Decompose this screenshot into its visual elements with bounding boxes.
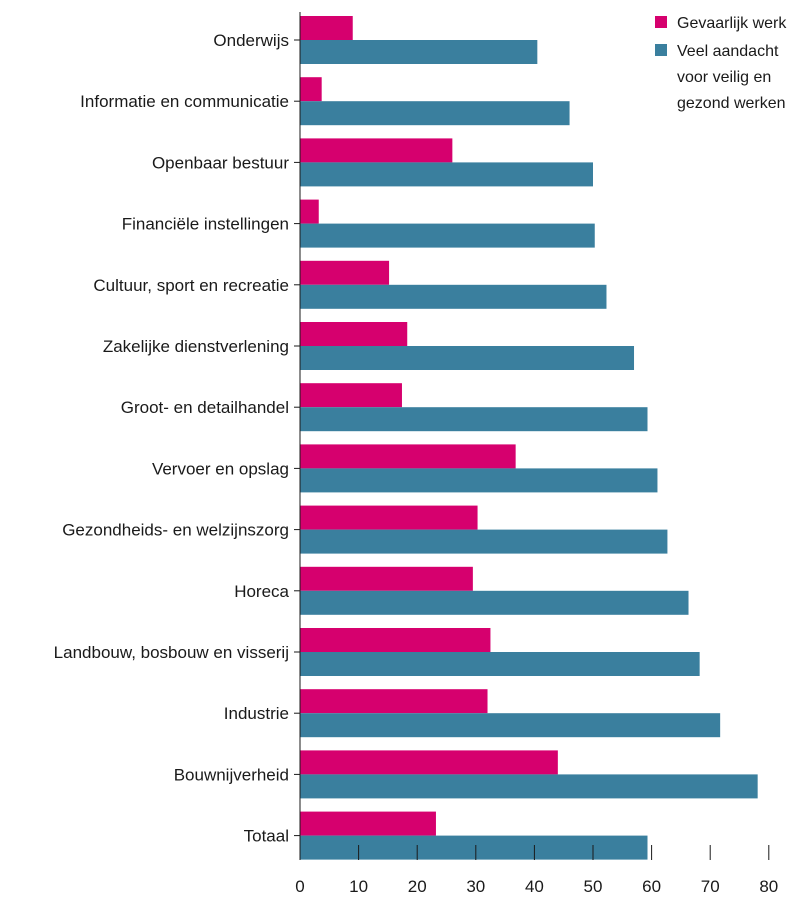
bar-aandacht-8 [300,529,668,554]
bar-gevaarlijk-9 [300,566,473,591]
x-tick-label-20: 20 [408,877,427,896]
category-labels: Onderwijs Informatie en communicatie Openb… [54,31,290,846]
category-label-6: Groot- en detailhandel [121,398,289,417]
category-label-10: Landbouw, bosbouw en visserij [54,643,289,662]
bar-gevaarlijk-4 [300,260,390,285]
bar-gevaarlijk-6 [300,383,402,408]
bar-aandacht-1 [300,101,570,126]
legend: Gevaarlijk werk Veel aandacht voor veilig … [655,15,787,112]
bar-aandacht-2 [300,162,593,187]
legend-swatch-0 [655,16,667,28]
bar-gevaarlijk-10 [300,628,491,652]
category-label-0: Onderwijs [213,31,289,50]
bar-gevaarlijk-3 [300,199,319,224]
bar-aandacht-0 [300,40,538,64]
x-tick-label-80: 80 [759,877,778,896]
bar-gevaarlijk-8 [300,505,478,530]
bar-aandacht-12 [300,774,758,799]
bar-gevaarlijk-5 [300,322,408,346]
x-tick-label-40: 40 [525,877,544,896]
x-tick-label-70: 70 [701,877,720,896]
axes-layer: 0 10 20 30 40 50 60 70 80 [294,12,778,896]
legend-swatch-1 [655,44,667,56]
bars-layer [300,16,758,860]
bar-gevaarlijk-7 [300,444,516,469]
legend-label-1-0: Veel aandacht [677,43,779,60]
bar-aandacht-3 [300,223,595,248]
bar-aandacht-9 [300,590,689,615]
category-label-12: Bouwnijverheid [174,765,289,784]
bar-gevaarlijk-12 [300,750,558,775]
category-label-4: Cultuur, sport en recreatie [93,276,289,295]
bar-gevaarlijk-11 [300,689,488,714]
bar-gevaarlijk-2 [300,138,453,163]
x-tick-label-30: 30 [466,877,485,896]
bar-aandacht-10 [300,652,700,676]
x-tick-label-0: 0 [295,877,304,896]
category-label-9: Horeca [234,582,289,601]
category-label-3: Financiële instellingen [122,215,289,234]
bar-gevaarlijk-0 [300,16,353,40]
bar-aandacht-6 [300,407,648,432]
bar-aandacht-5 [300,346,635,370]
category-label-7: Vervoer en opslag [152,459,289,478]
category-label-5: Zakelijke dienstverlening [103,337,289,356]
legend-label-1-1: voor veilig en [677,69,771,86]
x-tick-label-10: 10 [349,877,368,896]
legend-label-0-0: Gevaarlijk werk [677,15,787,32]
category-label-1: Informatie en communicatie [80,92,289,111]
bar-aandacht-13 [300,835,648,860]
bar-gevaarlijk-1 [300,77,322,102]
x-tick-label-50: 50 [584,877,603,896]
category-label-11: Industrie [224,704,289,723]
bar-gevaarlijk-13 [300,811,436,836]
x-tick-label-60: 60 [642,877,661,896]
category-label-8: Gezondheids- en welzijnszorg [62,521,289,540]
bar-aandacht-7 [300,468,658,493]
category-label-13: Totaal [244,827,289,846]
category-label-2: Openbaar bestuur [152,153,289,172]
bar-aandacht-11 [300,713,721,738]
legend-label-1-2: gezond werken [677,95,786,112]
bar-aandacht-4 [300,284,607,309]
